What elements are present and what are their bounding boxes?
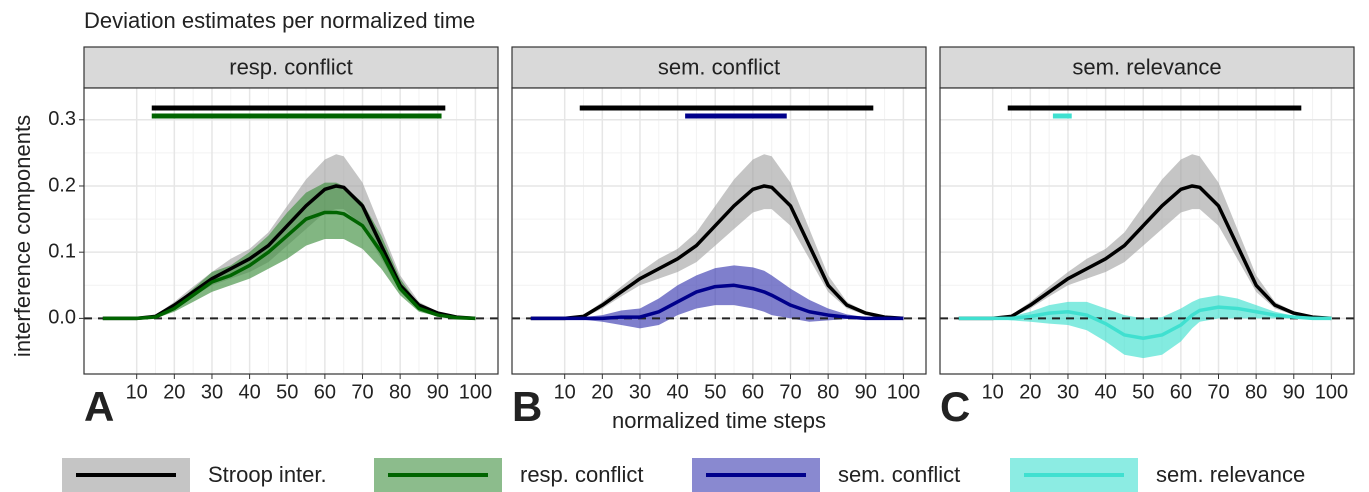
x-tick-label: 50 — [1132, 381, 1154, 403]
plot-border — [939, 87, 1355, 375]
strip — [939, 46, 1355, 89]
x-tick-label: 90 — [1283, 381, 1305, 403]
x-tick-label: 30 — [1057, 381, 1079, 403]
x-tick-label: 30 — [629, 381, 651, 403]
x-tick-label: 90 — [855, 381, 877, 403]
legend-label: sem. relevance — [1156, 462, 1305, 487]
ribbon — [958, 295, 1332, 359]
x-tick-label: 60 — [1170, 381, 1192, 403]
x-tick-label: 70 — [351, 381, 373, 403]
ribbon — [958, 154, 1332, 319]
x-tick-label: 40 — [666, 381, 688, 403]
x-tick-label: 40 — [238, 381, 260, 403]
x-tick-label: 80 — [389, 381, 411, 403]
x-tick-label: 10 — [126, 381, 148, 403]
x-tick-label: 20 — [591, 381, 613, 403]
x-tick-label: 50 — [704, 381, 726, 403]
x-tick-label: 100 — [1315, 381, 1348, 403]
x-tick-label: 20 — [163, 381, 185, 403]
panel-label: A — [84, 383, 114, 430]
panel-title: resp. conflict — [229, 54, 353, 79]
panel-title: sem. conflict — [658, 54, 780, 79]
x-tick-label: 10 — [982, 381, 1004, 403]
series-line — [530, 283, 904, 321]
strip — [511, 46, 927, 89]
x-tick-label: 50 — [276, 381, 298, 403]
legend-label: sem. conflict — [838, 462, 960, 487]
legend-label: resp. conflict — [520, 462, 644, 487]
chart-title: Deviation estimates per normalized time — [84, 8, 475, 33]
y-tick-label: 0.3 — [48, 108, 76, 130]
plot-border — [83, 87, 499, 375]
x-tick-label: 60 — [742, 381, 764, 403]
x-tick-label: 60 — [314, 381, 336, 403]
series-line — [530, 184, 904, 321]
panel-label: C — [940, 383, 970, 430]
strip — [83, 46, 499, 89]
x-tick-label: 30 — [201, 381, 223, 403]
y-tick-label: 0.0 — [48, 307, 76, 329]
y-axis-label: interference components — [10, 115, 35, 357]
x-tick-label: 40 — [1094, 381, 1116, 403]
x-axis-label: normalized time steps — [612, 408, 826, 433]
ribbon — [102, 182, 476, 319]
series-line — [958, 305, 1332, 340]
panel-title: sem. relevance — [1072, 54, 1221, 79]
y-tick-label: 0.2 — [48, 174, 76, 196]
x-tick-label: 80 — [817, 381, 839, 403]
y-tick-label: 0.1 — [48, 240, 76, 262]
ribbon — [530, 154, 904, 319]
x-tick-label: 100 — [887, 381, 920, 403]
x-tick-label: 70 — [779, 381, 801, 403]
series-line — [102, 210, 476, 321]
panel-label: B — [512, 383, 542, 430]
x-tick-label: 70 — [1207, 381, 1229, 403]
x-tick-label: 10 — [554, 381, 576, 403]
x-tick-label: 90 — [427, 381, 449, 403]
series-line — [958, 184, 1332, 321]
plot-border — [511, 87, 927, 375]
x-tick-label: 80 — [1245, 381, 1267, 403]
series-line — [102, 184, 476, 321]
x-tick-label: 20 — [1019, 381, 1041, 403]
legend-label: Stroop inter. — [208, 462, 327, 487]
x-tick-label: 100 — [459, 381, 492, 403]
